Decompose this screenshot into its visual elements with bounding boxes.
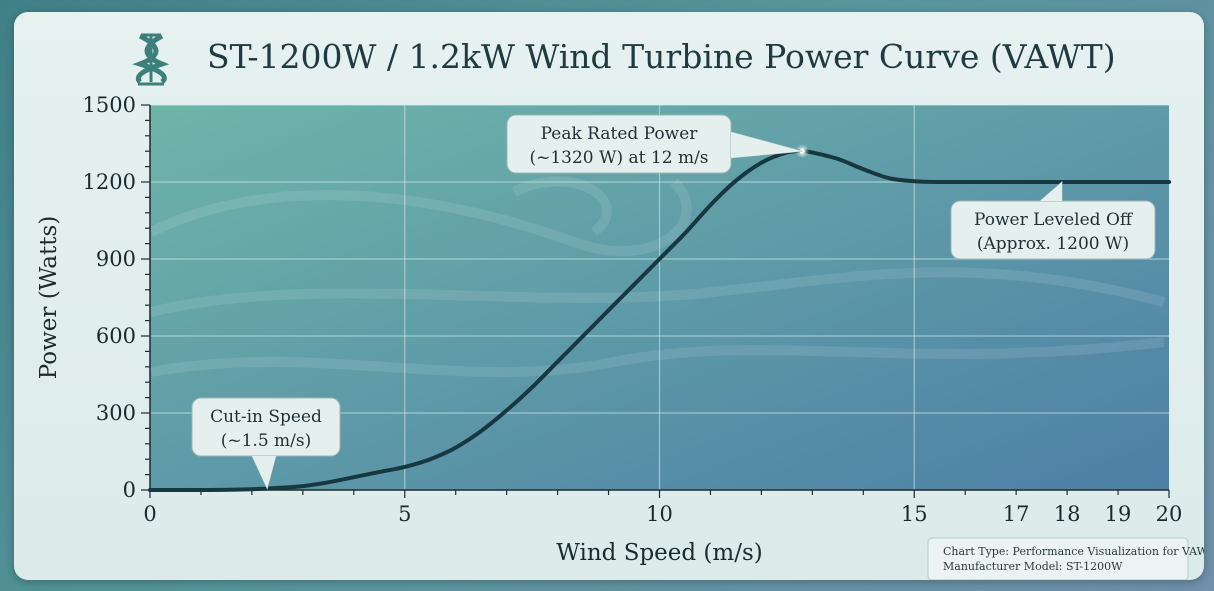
y-tick-label: 900 bbox=[96, 247, 136, 271]
x-tick-label: 20 bbox=[1156, 502, 1183, 526]
annotation-layer: Cut-in Speed (~1.5 m/s) Peak Rated Power (~… bbox=[191, 114, 1156, 491]
cutin-callout-line-2: (~1.5 m/s) bbox=[221, 431, 312, 451]
x-tick-label: 5 bbox=[398, 502, 411, 526]
y-tick-label: 300 bbox=[96, 401, 136, 425]
x-tick-label: 15 bbox=[901, 502, 928, 526]
leveled-off-callout-line-2: (Approx. 1200 W) bbox=[977, 234, 1129, 254]
x-tick-label: 18 bbox=[1054, 502, 1081, 526]
leveled-off-callout: Power Leveled Off (Approx. 1200 W) bbox=[950, 180, 1156, 260]
power-curve-line bbox=[148, 149, 1171, 493]
y-axis: 0 300 600 900 1200 1500 bbox=[83, 93, 151, 502]
peak-callout-line-1: Peak Rated Power bbox=[541, 124, 699, 144]
x-tick-label: 10 bbox=[646, 502, 673, 526]
y-tick-label: 600 bbox=[96, 324, 136, 348]
x-axis-label: Wind Speed (m/s) bbox=[556, 540, 762, 566]
peak-callout: Peak Rated Power (~1320 W) at 12 m/s bbox=[506, 114, 803, 174]
note-line-1: Chart Type: Performance Visualization fo… bbox=[943, 545, 1204, 558]
cutin-callout-pointer-fill bbox=[252, 456, 276, 489]
cutin-callout-line-1: Cut-in Speed bbox=[210, 407, 322, 427]
leveled-off-callout-line-1: Power Leveled Off bbox=[974, 210, 1134, 230]
peak-callout-line-2: (~1320 W) at 12 m/s bbox=[529, 148, 708, 168]
cutin-callout: Cut-in Speed (~1.5 m/s) bbox=[191, 397, 341, 491]
x-tick-label: 0 bbox=[143, 502, 156, 526]
leveled-off-callout-pointer-fill bbox=[1040, 182, 1063, 201]
x-tick-label: 19 bbox=[1105, 502, 1132, 526]
peak-callout-pointer-fill bbox=[731, 132, 803, 158]
note-line-2: Manufacturer Model: ST-1200W bbox=[943, 560, 1123, 573]
chart-svg: ST-1200W / 1.2kW Wind Turbine Power Curv… bbox=[36, 33, 1204, 580]
y-tick-label: 1500 bbox=[83, 93, 136, 117]
x-tick-label: 17 bbox=[1003, 502, 1030, 526]
y-axis-label: Power (Watts) bbox=[36, 216, 62, 380]
y-tick-label: 1200 bbox=[83, 170, 136, 194]
x-axis: 0 5 10 15 17 18 19 20 bbox=[143, 489, 1183, 526]
y-tick-label: 0 bbox=[123, 478, 136, 502]
turbine-logo-icon bbox=[132, 33, 170, 86]
chart-card: ST-1200W / 1.2kW Wind Turbine Power Curv… bbox=[14, 12, 1204, 580]
chart-type-note: Chart Type: Performance Visualization fo… bbox=[927, 537, 1204, 580]
wind-swirls bbox=[148, 176, 1166, 377]
chart-title: ST-1200W / 1.2kW Wind Turbine Power Curv… bbox=[207, 37, 1116, 76]
